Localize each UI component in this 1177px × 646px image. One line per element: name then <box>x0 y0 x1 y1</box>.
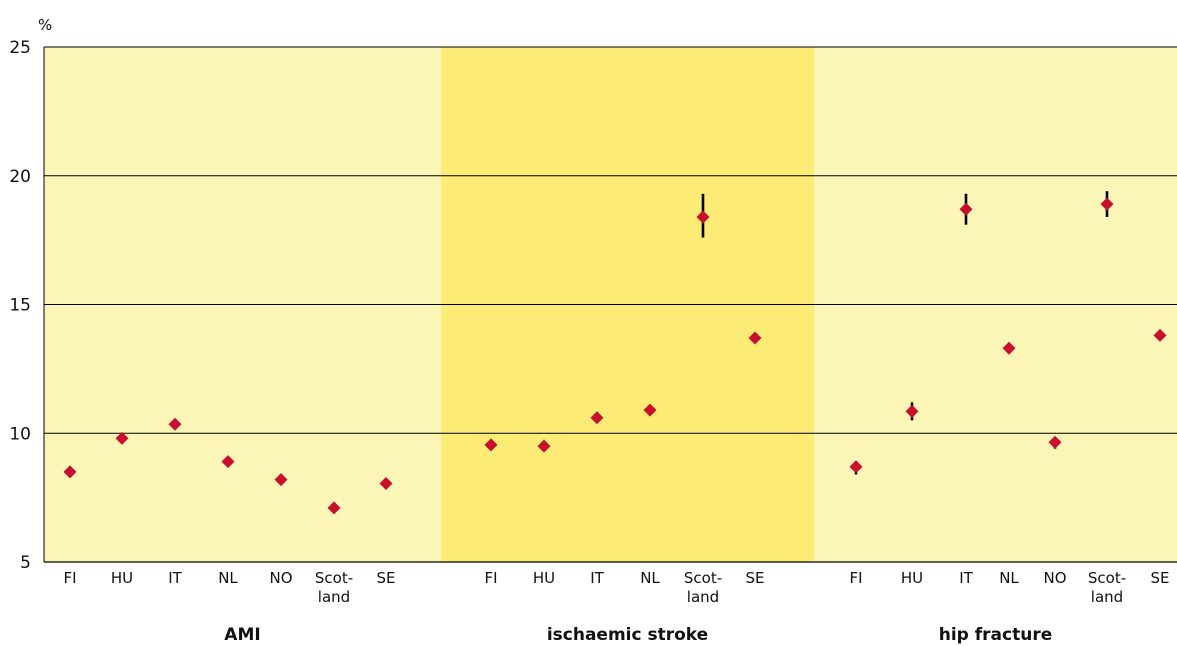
data-points <box>63 197 1167 515</box>
panel-label-1: AMI <box>224 625 260 645</box>
category-label: FI <box>484 569 497 587</box>
data-point <box>1153 328 1167 342</box>
data-point <box>379 476 393 490</box>
y-tick-label-5: 5 <box>20 553 31 573</box>
data-point <box>221 455 235 469</box>
panel-label-2: ischaemic stroke <box>547 625 708 645</box>
data-point <box>959 202 973 216</box>
data-point <box>1002 341 1016 355</box>
category-label: FI <box>849 569 862 587</box>
category-label: Scot-land <box>315 569 353 606</box>
category-label: NO <box>1043 569 1066 587</box>
category-label: SE <box>1151 569 1170 587</box>
panel-labels: AMI ischaemic stroke hip fracture <box>224 625 1052 645</box>
category-label: IT <box>168 569 182 587</box>
category-label: HU <box>111 569 133 587</box>
data-point <box>168 417 182 431</box>
data-point <box>590 411 604 425</box>
data-point <box>696 210 710 224</box>
category-label: HU <box>901 569 923 587</box>
category-label: Scot-land <box>684 569 722 606</box>
category-label: HU <box>533 569 555 587</box>
panel-label-3: hip fracture <box>939 625 1053 645</box>
gridlines <box>43 46 1177 563</box>
data-point <box>274 473 288 487</box>
category-label: SE <box>746 569 765 587</box>
category-label: Scot-land <box>1088 569 1126 606</box>
data-point <box>537 439 551 453</box>
data-point <box>63 465 77 479</box>
y-tick-label-10: 10 <box>9 424 31 444</box>
data-point <box>1048 435 1062 449</box>
category-label: SE <box>377 569 396 587</box>
category-label: IT <box>590 569 604 587</box>
data-point <box>1100 197 1114 211</box>
category-label: NL <box>218 569 238 587</box>
y-tick-label-25: 25 <box>9 38 31 58</box>
category-labels: FI HU IT NL NO Scot-land SE FI HU IT NL Scot-land SE… <box>63 569 1169 606</box>
data-point <box>643 403 657 417</box>
category-label: NL <box>640 569 660 587</box>
data-point <box>849 460 863 474</box>
y-axis-unit-label: % <box>38 16 52 34</box>
category-label: NO <box>269 569 292 587</box>
data-point <box>484 438 498 452</box>
category-label: FI <box>63 569 76 587</box>
category-label: IT <box>959 569 973 587</box>
y-tick-label-15: 15 <box>9 296 31 316</box>
data-point <box>905 404 919 418</box>
data-point <box>327 501 341 515</box>
data-point <box>748 331 762 345</box>
data-point <box>115 431 129 445</box>
y-tick-label-20: 20 <box>9 167 31 187</box>
category-label: NL <box>999 569 1019 587</box>
y-axis-ticks: 5 10 15 20 25 <box>9 38 31 573</box>
